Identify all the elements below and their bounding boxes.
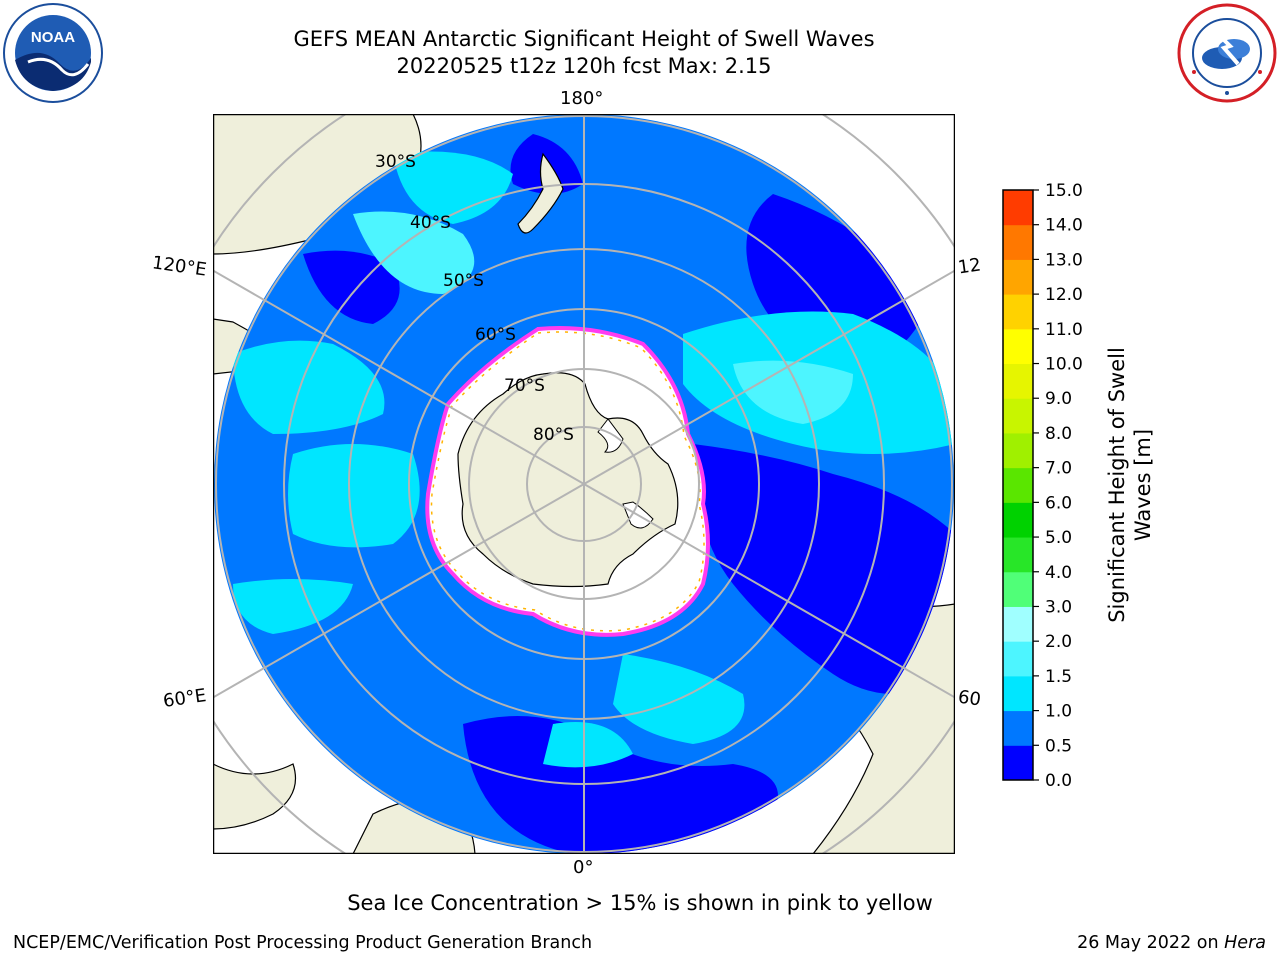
colorbar-tick-label: 1.0 [1045,702,1072,722]
colorbar-label-line1: Significant Height of Swell [1105,347,1129,623]
nws-logo-icon [1177,3,1277,103]
colorbar-tick-label: 4.0 [1045,563,1072,583]
colorbar-tick-label: 0.5 [1045,736,1072,756]
colorbar-block [1003,675,1033,712]
colorbar-tick-label: 13.0 [1045,250,1083,270]
high-swell-region [233,340,385,434]
antarctica-landmass [457,372,679,588]
colorbar-tick-label: 7.0 [1045,459,1072,479]
lat-label-40s: 40°S [410,213,451,233]
colorbar-tick-label: 11.0 [1045,320,1083,340]
sea-ice-note: Sea Ice Concentration > 15% is shown in … [347,891,933,915]
chart-title: GEFS MEAN Antarctic Significant Height o… [293,27,875,51]
lat-label-80s: 80°S [533,425,574,445]
colorbar-tick-label: 3.0 [1045,597,1072,617]
colorbar-label-line2: Waves [m] [1131,429,1155,541]
lon-label-120e: 120°E [150,252,208,281]
colorbar-tick-label: 6.0 [1045,493,1072,513]
colorbar-block [1003,467,1033,503]
colorbar-tick-label: 0.0 [1045,771,1072,790]
date-line: 26 May 2022 on Hera [1077,933,1266,953]
colorbar-block [1003,641,1033,677]
colorbar-block [1003,502,1033,538]
noaa-logo-icon: NOAA [3,3,103,103]
colorbar-block [1003,432,1033,469]
colorbar-block [1003,398,1033,434]
colorbar-block [1003,745,1033,781]
credit-text: NCEP/EMC/Verification Post Processing Pr… [13,933,593,953]
colorbar-tick-label: 9.0 [1045,389,1072,409]
colorbar-block [1003,328,1033,365]
lat-label-70s: 70°S [504,376,545,396]
colorbar-tick-label: 10.0 [1045,355,1083,375]
colorbar-tick-label: 1.5 [1045,667,1072,687]
colorbar-block [1003,190,1033,226]
colorbar-block [1003,571,1033,607]
noaa-logo-text: NOAA [31,29,75,46]
colorbar-tick-label: 8.0 [1045,424,1072,444]
colorbar-block [1003,363,1033,399]
lon-label-60w: 60°W [956,686,982,711]
colorbar-tick-label: 2.0 [1045,632,1072,652]
lat-label-30s: 30°S [375,152,416,172]
colorbar: 0.0 0.5 1.0 1.5 2.0 3.0 4.0 5.0 6.0 7.0 8.0 9.0 10.0… [1002,181,1155,790]
lat-label-50s: 50°S [443,271,484,291]
colorbar-block [1003,606,1033,642]
lon-label-60e: 60°E [161,685,208,712]
colorbar-block [1003,294,1033,330]
chart-subtitle: 20220525 t12z 120h fcst Max: 2.15 [396,54,772,78]
colorbar-block [1003,224,1033,260]
colorbar-tick-label: 15.0 [1045,181,1083,201]
colorbar-block [1003,537,1033,573]
system-name: Hera [1224,933,1266,953]
lon-label-180: 180° [560,88,604,109]
colorbar-tick-label: 5.0 [1045,528,1072,548]
colorbar-block [1003,710,1033,746]
lon-label-120w: 120°W [956,254,982,279]
polar-map: 30°S 40°S 50°S 60°S 70°S 80°S [213,114,955,854]
lon-label-0: 0° [573,857,594,878]
lat-label-60s: 60°S [475,325,516,345]
colorbar-tick-label: 12.0 [1045,285,1083,305]
run-date: 26 May 2022 on [1077,933,1225,953]
colorbar-tick-label: 14.0 [1045,216,1083,236]
colorbar-block [1003,259,1033,295]
map-border [213,114,955,854]
